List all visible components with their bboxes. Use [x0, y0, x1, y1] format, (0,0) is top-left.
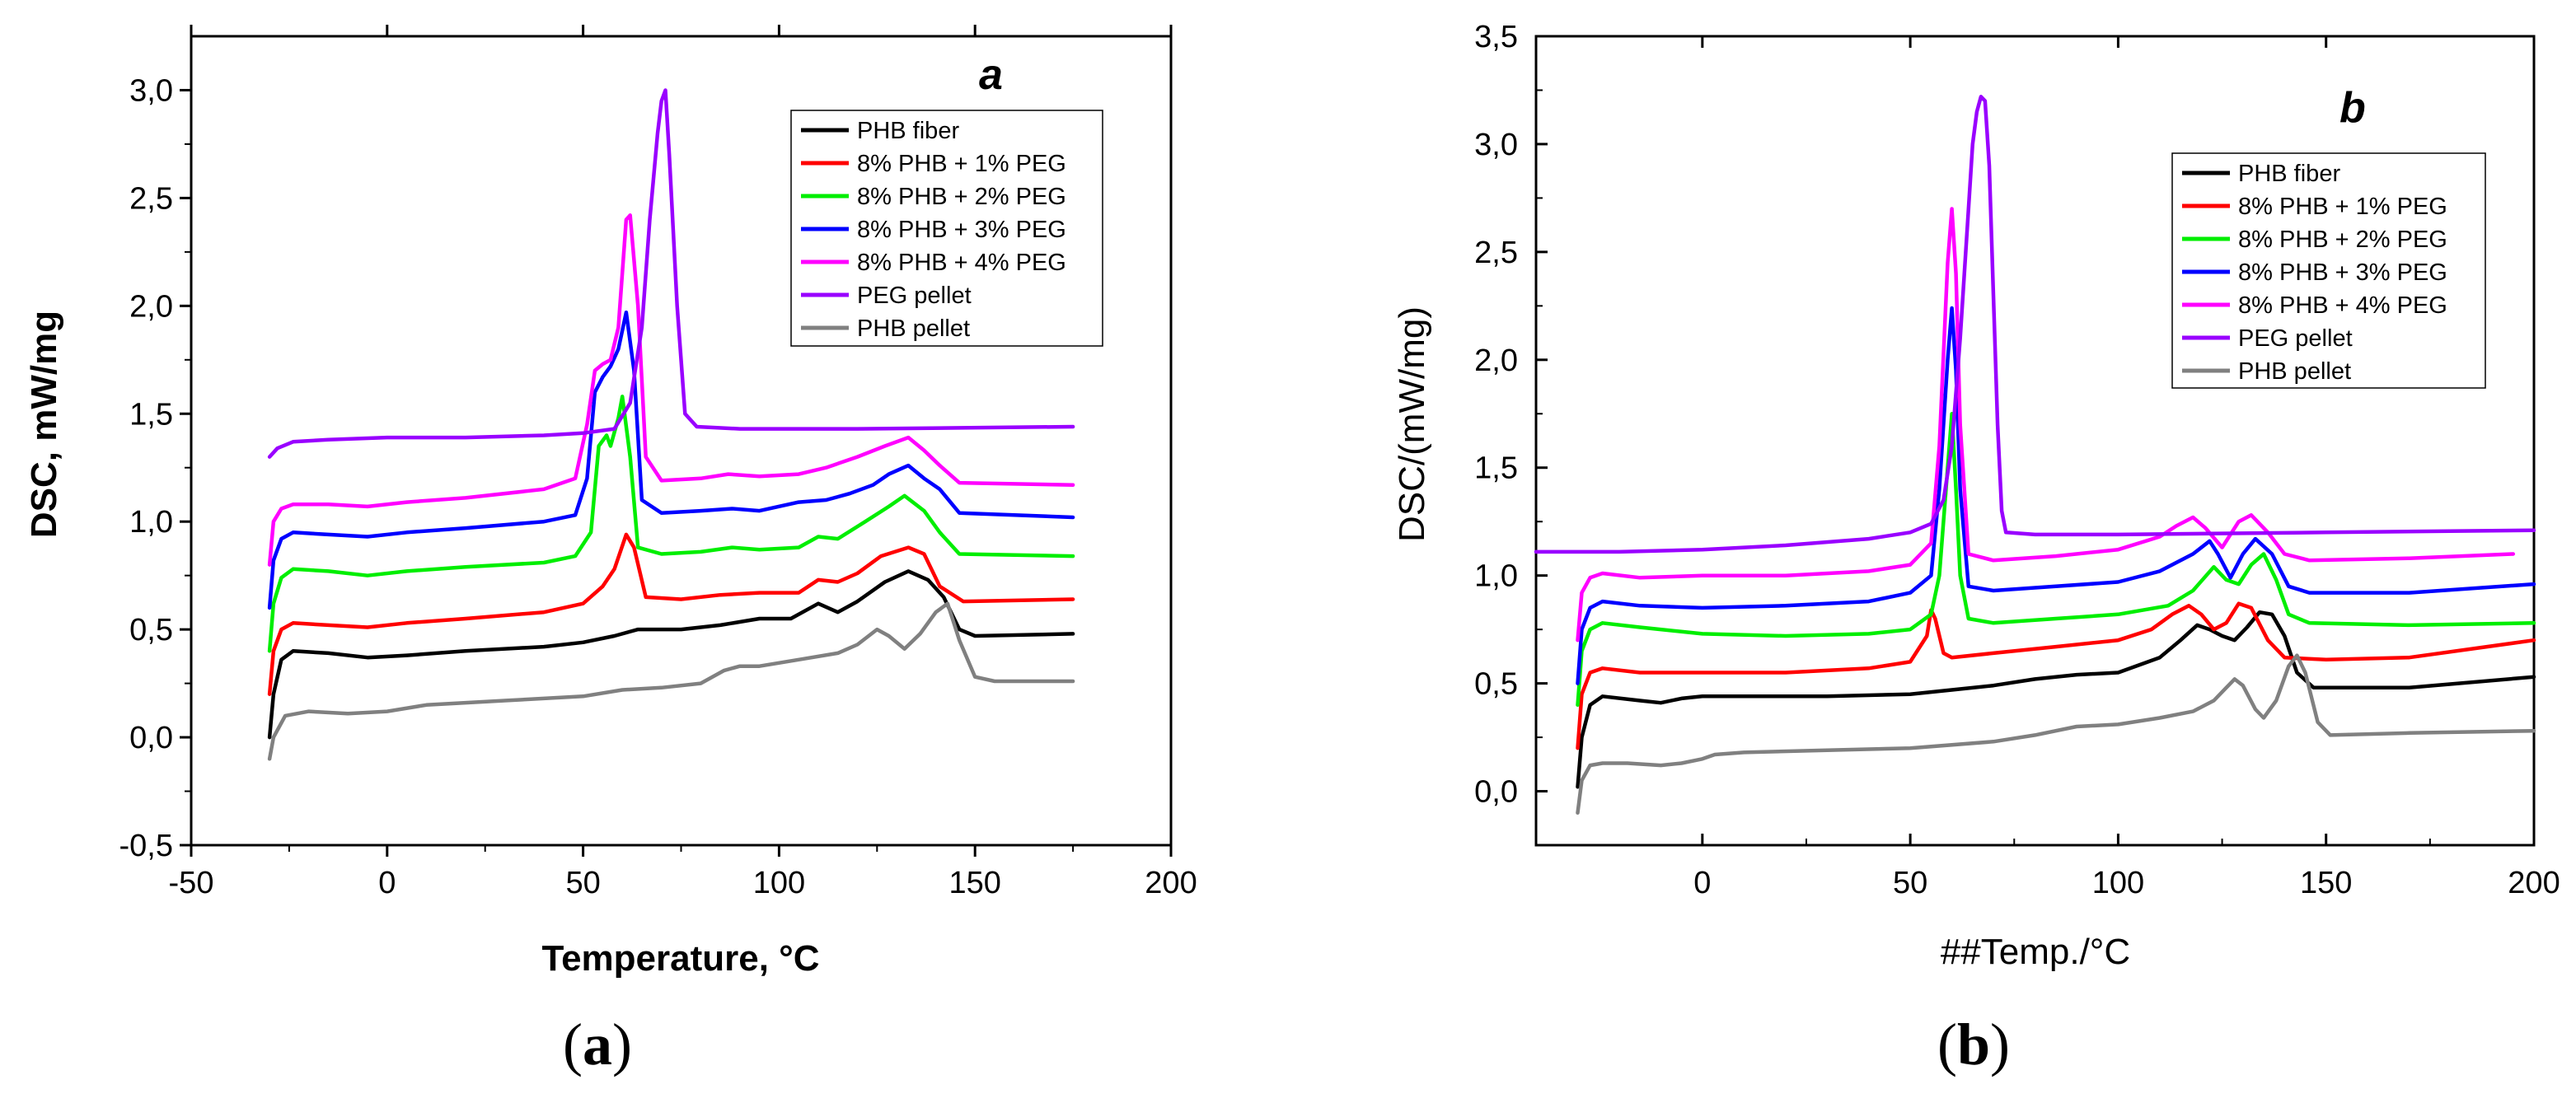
- y-tick-label: 3,0: [1474, 128, 1518, 162]
- series-line-1: [267, 569, 1075, 740]
- panel-letter: a: [979, 51, 1003, 99]
- x-tick-label: 100: [753, 866, 805, 900]
- series-line-6: [267, 88, 1075, 459]
- series-line-5: [1576, 207, 2516, 643]
- legend-label: 8% PHB + 4% PEG: [2238, 292, 2447, 319]
- legend-label: 8% PHB + 2% PEG: [857, 184, 1066, 210]
- legend-label: 8% PHB + 3% PEG: [857, 217, 1066, 243]
- series-line-1: [1576, 610, 2536, 789]
- series-line-4: [267, 310, 1075, 610]
- x-tick-label: 50: [1893, 866, 1927, 900]
- chart-panel-a: -50 0 50 100 150 200 -0,5 0,0 0,5 1,0 1,5 2,0 2,5 3,0…: [24, 25, 1197, 1077]
- series-line-3: [267, 395, 1075, 653]
- x-tick-label: 0: [378, 866, 396, 900]
- legend-label: PEG pellet: [857, 283, 972, 309]
- series-line-2: [267, 532, 1075, 696]
- figure-caption: (b): [1937, 1012, 2010, 1077]
- y-tick-label: 1,5: [1474, 451, 1518, 486]
- legend-label: 8% PHB + 1% PEG: [2238, 194, 2447, 220]
- y-tick-label: 3,0: [129, 73, 173, 108]
- series-line-4: [1576, 306, 2536, 685]
- figure-caption: (a): [563, 1012, 632, 1077]
- x-axis-title: ##Temp./°C: [1941, 932, 2130, 972]
- legend-label: 8% PHB + 4% PEG: [857, 250, 1066, 276]
- y-tick-label: -0,5: [119, 829, 173, 863]
- legend-label: PEG pellet: [2238, 325, 2353, 352]
- series-line-2: [1576, 601, 2536, 750]
- y-tick-label: 3,5: [1474, 20, 1518, 54]
- x-tick-label: 200: [2508, 866, 2560, 900]
- legend-label: 8% PHB + 3% PEG: [2238, 259, 2447, 286]
- legend-label: PHB pellet: [2238, 358, 2351, 385]
- x-axis-title: Temperature, °C: [541, 938, 819, 979]
- legend-label: 8% PHB + 1% PEG: [857, 151, 1066, 177]
- y-tick-label: 0,5: [129, 613, 173, 647]
- y-tick-label: 1,0: [129, 505, 173, 540]
- y-tick-label: 1,5: [129, 397, 173, 432]
- series-line-5: [267, 213, 1075, 567]
- x-tick-label: 50: [565, 866, 600, 900]
- legend-label: 8% PHB + 2% PEG: [2238, 227, 2447, 253]
- legend-label: PHB fiber: [2238, 161, 2340, 187]
- y-tick-label: 0,0: [129, 721, 173, 755]
- series-line-6: [1534, 95, 2536, 554]
- series-line-7: [267, 601, 1075, 761]
- x-tick-label: 150: [948, 866, 1000, 900]
- legend-label: PHB fiber: [857, 118, 959, 144]
- y-tick-label: 2,5: [129, 181, 173, 216]
- y-tick-label: 2,0: [1474, 344, 1518, 378]
- x-tick-label: 100: [2092, 866, 2144, 900]
- x-tick-label: 150: [2300, 866, 2352, 900]
- chart-panel-b: 0 50 100 150 200 0,0 0,5 1,0 1,5 2,0 2,5 3,0 3,5 PHB …: [1392, 20, 2560, 1077]
- y-tick-label: 0,0: [1474, 775, 1518, 810]
- y-tick-label: 1,0: [1474, 559, 1518, 594]
- plot-frame: [1534, 35, 2536, 847]
- legend-label: PHB pellet: [857, 315, 970, 342]
- y-axis-title: DSC, mW/mg: [24, 311, 64, 538]
- y-tick-label: 2,0: [129, 289, 173, 324]
- x-tick-label: -50: [169, 866, 214, 900]
- panel-letter: b: [2339, 84, 2366, 132]
- y-axis-title: DSC/(mW/mg): [1392, 306, 1432, 542]
- y-tick-label: 2,5: [1474, 236, 1518, 270]
- series-line-3: [1576, 412, 2536, 708]
- series-line-7: [1576, 653, 2536, 815]
- y-tick-label: 0,5: [1474, 667, 1518, 702]
- x-tick-label: 200: [1145, 866, 1197, 900]
- x-tick-label: 0: [1693, 866, 1711, 900]
